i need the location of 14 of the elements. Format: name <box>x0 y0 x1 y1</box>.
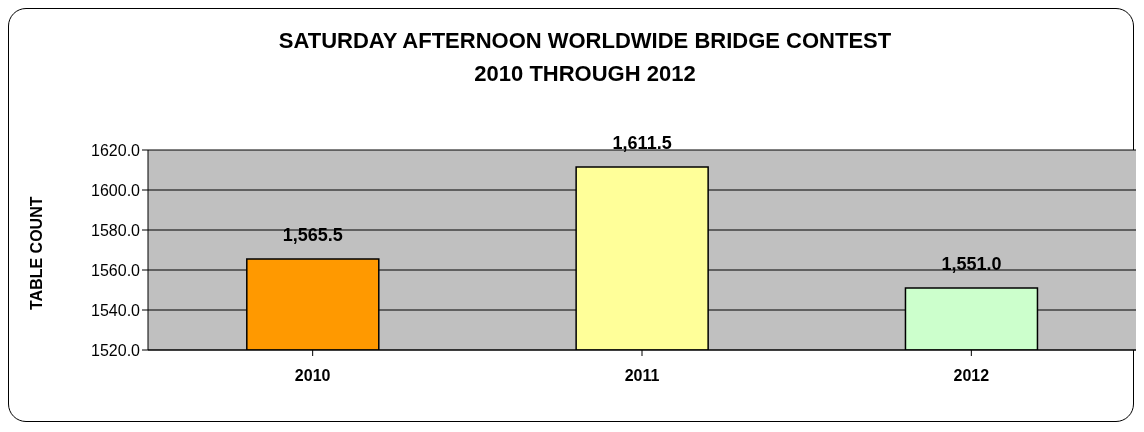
chart-title: SATURDAY AFTERNOON WORLDWIDE BRIDGE CONTEST 2010 THROUGH 2012 <box>277 27 893 88</box>
y-tick-label: 1560.0 <box>91 261 141 279</box>
y-tick-label: 1540.0 <box>91 301 141 319</box>
x-tick-label: 2010 <box>294 367 331 385</box>
y-axis-title: TABLE COUNT <box>27 196 45 310</box>
y-tick-label: 1520.0 <box>91 341 141 359</box>
x-tick-label: 2012 <box>953 367 990 385</box>
y-tick-label: 1600.0 <box>91 181 141 199</box>
data-label: 1,551.0 <box>941 254 1002 274</box>
data-label: 1,611.5 <box>612 133 672 153</box>
y-tick-label: 1620.0 <box>91 141 141 159</box>
x-tick-label: 2011 <box>624 367 660 385</box>
y-tick-label: 1580.0 <box>91 221 141 239</box>
data-label: 1,565.5 <box>282 225 343 245</box>
